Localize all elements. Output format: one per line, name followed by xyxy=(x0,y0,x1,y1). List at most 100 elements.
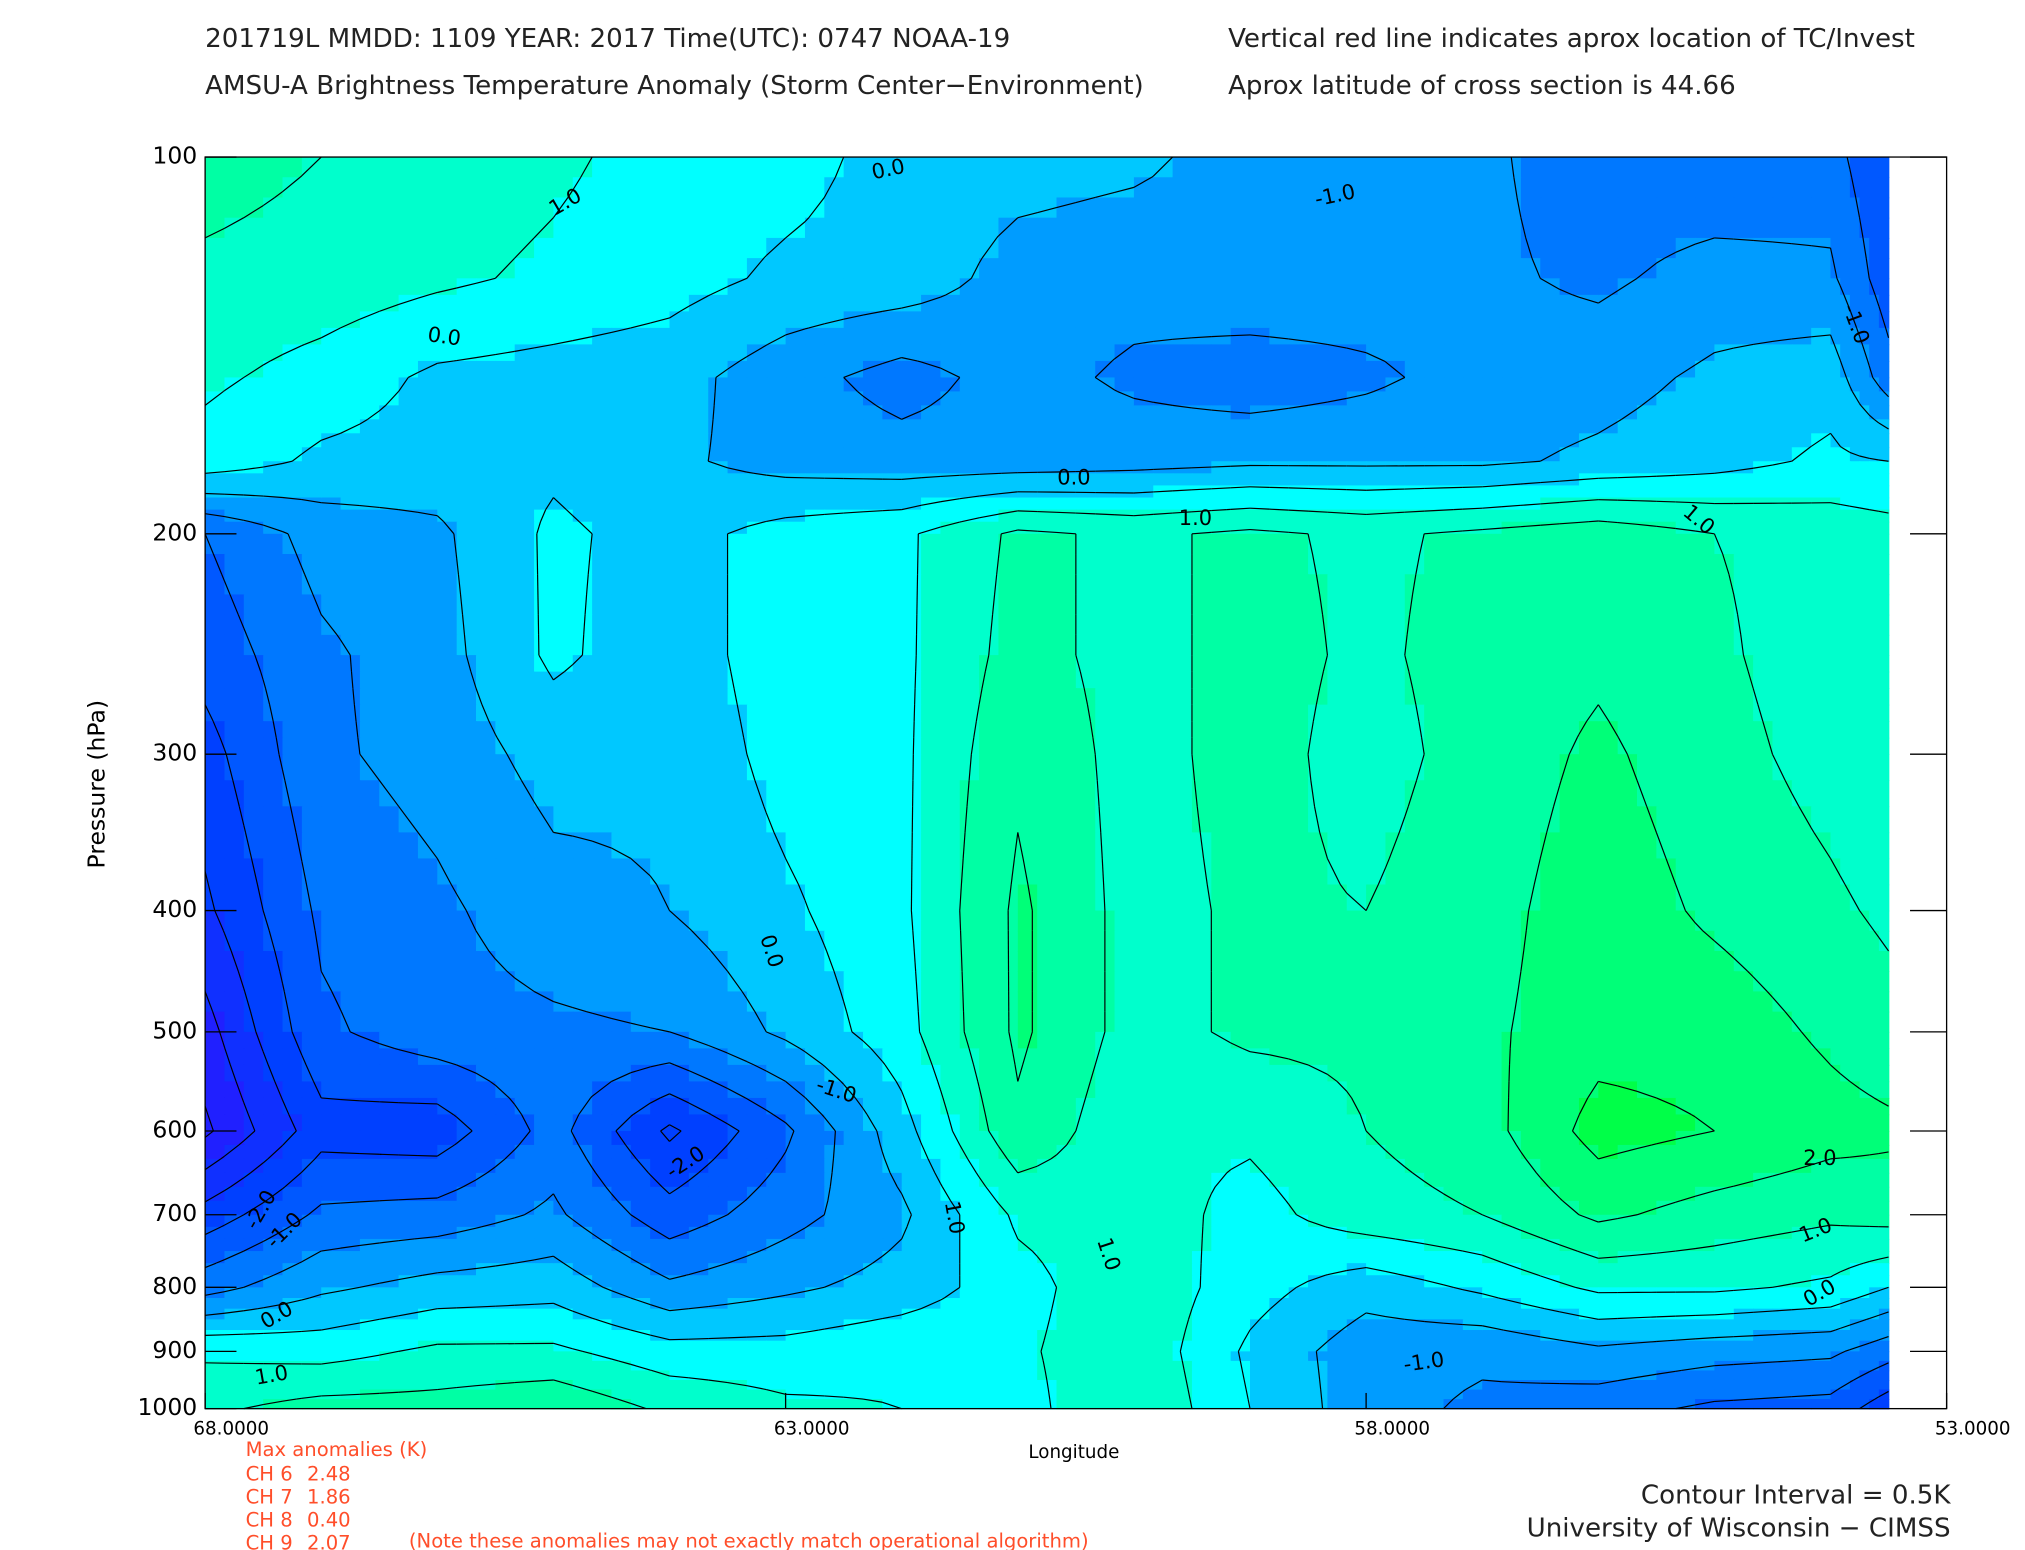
contour-cell xyxy=(534,554,555,576)
contour-cell xyxy=(959,377,980,393)
contour-cell xyxy=(1830,509,1841,523)
contour-cell xyxy=(1114,1081,1135,1099)
contour-cell xyxy=(1578,447,1600,463)
contour-cell xyxy=(1791,197,1812,219)
contour-cell xyxy=(1656,634,1677,656)
contour-cell xyxy=(1859,634,1870,656)
contour-cell xyxy=(979,1031,1000,1050)
contour-cell xyxy=(669,533,690,555)
contour-cell xyxy=(1482,1114,1503,1132)
contour-cell xyxy=(882,594,903,616)
contour-cell xyxy=(243,157,264,179)
contour-cell xyxy=(1056,497,1077,511)
contour-cell xyxy=(1308,177,1329,199)
contour-cell xyxy=(708,1114,729,1132)
contour-cell xyxy=(1404,1081,1425,1099)
contour-cell xyxy=(1056,991,1077,1013)
contour-cell xyxy=(746,377,768,393)
contour-cell xyxy=(1559,574,1580,596)
contour-cell xyxy=(553,671,574,689)
contour-cell xyxy=(1075,971,1096,993)
contour-cell xyxy=(301,704,322,722)
contour-cell xyxy=(804,327,826,346)
contour-cell xyxy=(1327,197,1348,219)
contour-cell xyxy=(1482,485,1503,499)
contour-cell xyxy=(998,497,1019,511)
contour-cell xyxy=(301,1130,322,1146)
contour-cell xyxy=(998,327,1019,346)
contour-cell xyxy=(1462,721,1483,739)
contour-cell xyxy=(456,1011,477,1033)
contour-cell xyxy=(592,634,613,656)
contour-cell xyxy=(379,327,400,346)
contour-cell xyxy=(340,884,361,912)
contour-cell xyxy=(1308,991,1329,1013)
contour-cell xyxy=(1830,594,1841,616)
contour-cell xyxy=(669,419,690,435)
contour-cell xyxy=(1443,884,1464,912)
contour-cell xyxy=(1327,574,1348,596)
contour-cell xyxy=(1366,671,1387,689)
contour-cell xyxy=(1037,1048,1058,1066)
contour-cell xyxy=(1308,327,1329,346)
contour-cell xyxy=(882,433,903,449)
contour-cell xyxy=(1172,594,1193,616)
contour-cell xyxy=(630,485,651,499)
contour-cell xyxy=(224,884,245,912)
contour-cell xyxy=(1859,971,1870,993)
contour-cell xyxy=(1540,655,1561,673)
contour-cell xyxy=(1327,237,1348,259)
contour-cell xyxy=(1269,419,1290,435)
contour-cell xyxy=(1230,327,1251,346)
contour-cell xyxy=(456,217,477,239)
contour-cell xyxy=(1637,509,1658,523)
contour-cell xyxy=(1153,377,1174,393)
contour-cell xyxy=(1714,806,1735,834)
contour-cell xyxy=(1811,1064,1832,1083)
contour-cell xyxy=(359,461,381,475)
contour-cell xyxy=(863,344,884,362)
contour-cell xyxy=(1017,360,1038,379)
contour-cell xyxy=(224,655,245,673)
contour-cell xyxy=(1327,754,1348,782)
contour-cell xyxy=(534,391,555,407)
contour-cell xyxy=(1114,1064,1135,1083)
contour-cell xyxy=(1675,447,1696,463)
contour-cell xyxy=(1095,344,1116,362)
contour-cell xyxy=(727,858,748,886)
contour-cell xyxy=(1269,754,1290,782)
contour-cell xyxy=(1308,806,1329,834)
contour-cell xyxy=(1578,991,1600,1013)
contour-cell xyxy=(1811,594,1832,616)
contour-cell xyxy=(1830,237,1841,259)
contour-cell xyxy=(592,930,613,952)
contour-cell xyxy=(1753,1081,1774,1099)
contour-cell xyxy=(940,217,961,239)
contour-cell xyxy=(998,217,1019,239)
contour-cell xyxy=(224,721,245,739)
contour-cell xyxy=(1656,971,1677,993)
contour-cell xyxy=(495,497,516,511)
contour-cell xyxy=(708,737,729,755)
contour-cell xyxy=(1733,1081,1754,1099)
contour-cell xyxy=(205,806,226,834)
contour-cell xyxy=(863,1081,884,1099)
contour-cell xyxy=(243,910,264,932)
contour-cell xyxy=(824,197,845,219)
contour-cell xyxy=(1859,1064,1870,1083)
contour-cell xyxy=(650,1081,671,1099)
contour-cell xyxy=(1714,930,1735,952)
contour-cell xyxy=(611,521,632,535)
contour-cell xyxy=(824,1114,845,1132)
contour-cell xyxy=(592,1064,613,1083)
contour-cell xyxy=(572,197,593,219)
contour-cell xyxy=(340,688,361,706)
contour-cell xyxy=(1772,533,1793,555)
contour-cell xyxy=(1859,497,1870,511)
contour-cell xyxy=(1346,509,1367,523)
contour-cell xyxy=(514,157,535,179)
contour-cell xyxy=(1772,671,1793,689)
contour-cell xyxy=(669,485,690,499)
contour-cell xyxy=(553,1097,574,1116)
contour-cell xyxy=(1578,671,1600,689)
